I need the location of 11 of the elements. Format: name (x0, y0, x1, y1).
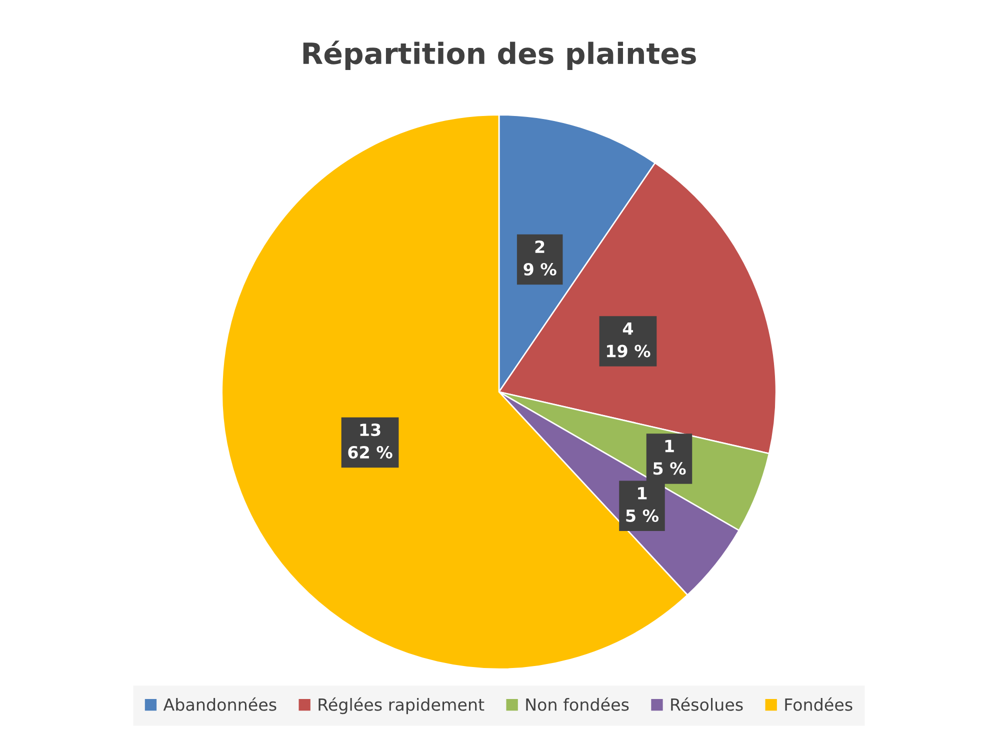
legend-label: Réglées rapidement (318, 697, 484, 714)
data-label: 2 9 % (524, 240, 556, 276)
legend-label: Abandonnées (163, 697, 276, 711)
data-label: 4 19 % (607, 322, 650, 358)
legend-label: Résolues (671, 697, 743, 711)
data-label: 13 62 % (348, 423, 392, 459)
legend-label: Non fondées (526, 697, 629, 711)
data-label: 1 5 % (626, 487, 659, 522)
chart-title: Répartition des plaintes (303, 40, 696, 70)
legend-label: Fondées (785, 697, 852, 711)
data-label: 1 5 % (653, 440, 686, 475)
